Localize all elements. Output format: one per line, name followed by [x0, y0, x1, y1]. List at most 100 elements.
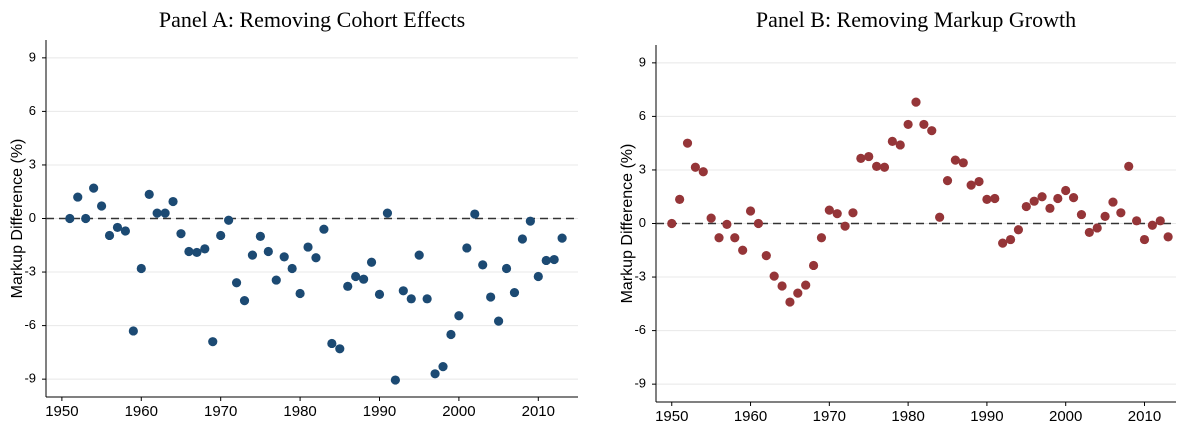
point	[706, 213, 716, 223]
point	[745, 206, 756, 216]
point	[1108, 197, 1118, 207]
point	[927, 126, 937, 136]
point	[738, 245, 748, 255]
point	[816, 233, 827, 243]
point	[753, 218, 764, 229]
point	[801, 280, 811, 290]
point	[722, 219, 732, 229]
point	[414, 250, 424, 260]
point	[231, 278, 242, 288]
x-tick-label: 1990	[970, 408, 1003, 421]
point	[136, 263, 146, 274]
point	[1045, 203, 1055, 213]
point	[879, 162, 890, 172]
x-tick-label: 1960	[734, 408, 767, 421]
point	[335, 344, 345, 354]
point	[1061, 185, 1071, 196]
point	[1021, 201, 1031, 212]
point	[255, 231, 265, 241]
point	[366, 257, 377, 267]
point	[462, 243, 472, 253]
point	[382, 208, 393, 218]
point	[1084, 227, 1094, 238]
point	[65, 213, 75, 224]
point	[390, 375, 400, 385]
point	[120, 226, 131, 236]
point	[374, 289, 385, 299]
point	[168, 196, 178, 207]
point	[1053, 193, 1063, 204]
x-tick-label: 1980	[283, 403, 316, 420]
point	[966, 180, 976, 190]
point	[224, 215, 234, 225]
chart-title: Panel B: Removing Markup Growth	[756, 7, 1076, 32]
y-tick-label: -6	[24, 317, 36, 332]
point	[422, 294, 432, 304]
point	[982, 194, 992, 205]
point	[311, 253, 321, 263]
point	[438, 362, 448, 372]
point	[1068, 193, 1079, 203]
point	[903, 119, 913, 130]
point	[1124, 161, 1134, 171]
point	[1163, 232, 1173, 242]
point	[430, 369, 440, 379]
point	[287, 263, 297, 274]
point	[793, 288, 803, 298]
point	[239, 296, 250, 306]
point	[525, 216, 535, 226]
point	[89, 183, 99, 193]
point	[958, 158, 968, 168]
point	[303, 242, 313, 252]
point	[1029, 196, 1039, 206]
point	[1116, 208, 1126, 218]
point	[406, 294, 416, 304]
point	[96, 201, 107, 211]
point	[517, 234, 528, 244]
point	[919, 119, 929, 130]
point	[785, 297, 795, 307]
chart-title: Panel A: Removing Cohort Effects	[159, 7, 465, 32]
point	[848, 208, 858, 218]
point	[856, 153, 866, 163]
point	[895, 140, 905, 150]
point	[541, 255, 551, 266]
point	[769, 271, 779, 281]
point	[152, 208, 162, 218]
point	[200, 244, 210, 254]
x-tick-label: 2010	[522, 403, 555, 420]
point	[777, 281, 787, 291]
point	[1092, 223, 1102, 233]
point	[990, 193, 1000, 204]
x-tick-label: 1970	[204, 403, 237, 420]
point	[935, 212, 945, 222]
point	[295, 288, 305, 299]
point	[832, 209, 842, 219]
point	[533, 271, 543, 282]
point	[454, 311, 464, 321]
point	[872, 161, 882, 171]
x-tick-label: 1990	[363, 403, 396, 420]
point	[864, 151, 874, 162]
point	[359, 274, 369, 284]
point	[184, 246, 194, 257]
point	[675, 194, 685, 205]
point	[470, 209, 480, 219]
point	[144, 189, 154, 200]
y-tick-label: 6	[29, 103, 36, 118]
y-tick-label: -6	[634, 322, 646, 337]
point	[176, 229, 186, 239]
y-axis-label: Markup Difference (%)	[619, 144, 636, 304]
y-tick-label: -3	[634, 268, 646, 283]
point	[1139, 234, 1150, 245]
y-tick-label: -9	[634, 376, 646, 391]
point	[208, 337, 218, 347]
point	[549, 254, 559, 265]
point	[1013, 225, 1024, 235]
point	[808, 260, 819, 271]
x-tick-label: 2000	[442, 403, 475, 420]
point	[682, 138, 693, 148]
y-tick-label: 0	[29, 210, 36, 225]
point	[714, 233, 724, 243]
point	[343, 281, 353, 291]
